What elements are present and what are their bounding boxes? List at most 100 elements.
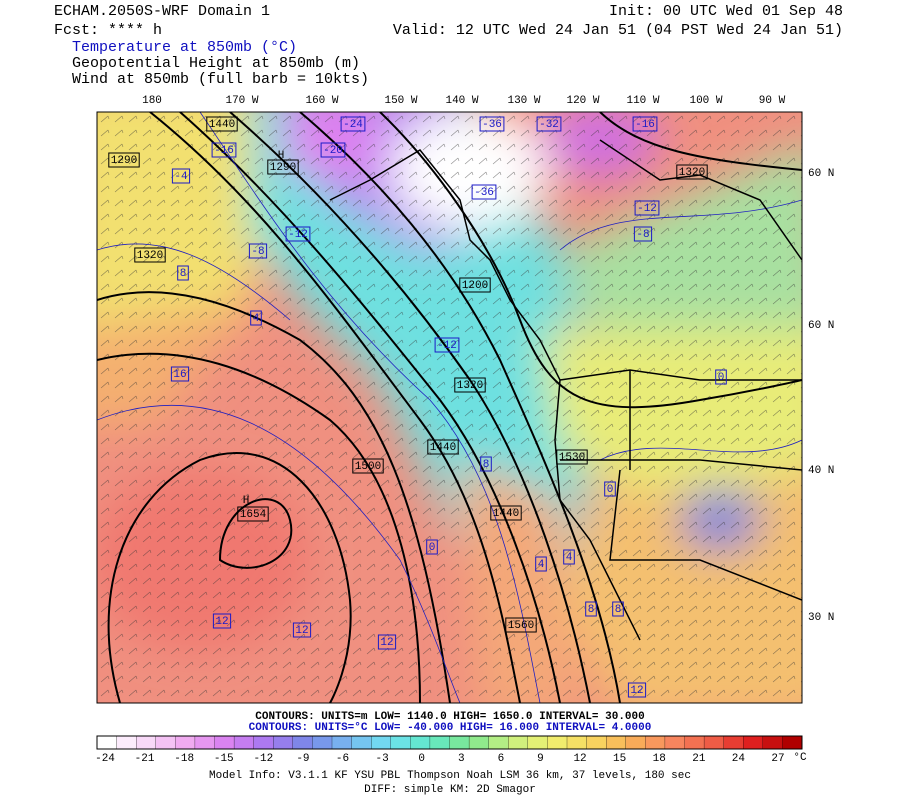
temperature-label: 16	[173, 369, 186, 381]
colorbar-label: 21	[692, 753, 706, 765]
temperature-label: -36	[482, 119, 502, 131]
high-marker: H	[243, 495, 250, 507]
temperature-label: 4	[566, 552, 573, 564]
model-title: ECHAM.2050S-WRF Domain 1	[54, 3, 270, 20]
temperature-label: 4	[538, 559, 545, 571]
temperature-label-box	[535, 556, 547, 572]
height-label-box	[206, 116, 238, 132]
colorbar-label: -6	[336, 753, 349, 765]
colorbar-label: -21	[135, 753, 155, 765]
colorbar-cell	[488, 735, 509, 750]
valid-time: Valid: 12 UTC Wed 24 Jan 51 (04 PST Wed …	[393, 22, 843, 39]
colorbar-cell	[566, 735, 588, 750]
height-label-box	[459, 277, 491, 293]
height-label-box	[134, 247, 166, 263]
temperature-label-box	[377, 634, 397, 650]
temperature-label-box	[479, 116, 505, 132]
height-label: 1500	[355, 461, 381, 473]
colorbar-cell	[312, 735, 333, 750]
colorbar-cell	[743, 735, 764, 750]
field-temperature: Temperature at 850mb (°C)	[72, 39, 297, 56]
colorbar-label: -12	[253, 753, 273, 765]
colorbar-cell	[625, 735, 646, 750]
temperature-label: -12	[637, 203, 657, 215]
temperature-label-box	[212, 613, 232, 629]
temperature-label-box	[211, 142, 237, 158]
colorbar-cell	[527, 735, 548, 750]
colorbar-label: -9	[296, 753, 309, 765]
colorbar-cell	[233, 735, 255, 750]
latitude-label: 60 N	[808, 320, 834, 332]
height-label: 1654	[240, 509, 267, 521]
colorbar-cell	[136, 735, 157, 750]
temperature-label: 12	[295, 625, 308, 637]
temperature-label: 8	[180, 268, 187, 280]
latitude-label: 30 N	[808, 612, 834, 624]
temperature-label: -36	[474, 187, 494, 199]
colorbar-label: 15	[613, 753, 626, 765]
longitude-label: 140 W	[445, 95, 478, 107]
height-label-box	[427, 439, 459, 455]
height-label-box	[505, 617, 537, 633]
temperature-label-box	[177, 265, 189, 281]
height-label: 1440	[209, 119, 235, 131]
temperature-label-box	[715, 369, 727, 385]
height-label: 1560	[508, 620, 534, 632]
colorbar-cell	[684, 735, 705, 750]
longitude-label: 170 W	[225, 95, 258, 107]
colorbar-label: 0	[418, 753, 425, 765]
temperature-label: -24	[343, 119, 363, 131]
longitude-label: 110 W	[626, 95, 659, 107]
temperature-label-box	[634, 200, 660, 216]
temperature-label-box	[426, 539, 438, 555]
map-frame	[96, 111, 803, 704]
temperature-label-box	[320, 142, 346, 158]
colorbar-cell	[253, 735, 274, 750]
height-label-box	[490, 505, 522, 521]
height-label: 1320	[679, 167, 705, 179]
temperature-contour-info: CONTOURS: UNITS=°C LOW= -40.000 HIGH= 16…	[249, 722, 652, 734]
temperature-label-box	[604, 481, 616, 497]
height-label: 1530	[559, 452, 585, 464]
colorbar-unit: °C	[793, 752, 807, 764]
longitude-label: 180	[142, 95, 162, 107]
temperature-label-box	[612, 601, 624, 617]
diff-info: DIFF: simple KM: 2D Smagor	[364, 784, 536, 796]
temperature-label: -8	[251, 246, 264, 258]
temperature-label-box	[536, 116, 562, 132]
temperature-label-box	[285, 226, 311, 242]
colorbar-label: -3	[376, 753, 389, 765]
longitude-label: 130 W	[507, 95, 540, 107]
temperature-label: -8	[636, 229, 649, 241]
height-label-box	[237, 506, 269, 522]
field-height: Geopotential Height at 850mb (m)	[72, 55, 360, 72]
temperature-label: -16	[214, 145, 234, 157]
colorbar-cell	[468, 735, 490, 750]
colorbar-cell	[273, 735, 294, 750]
longitude-label: 100 W	[689, 95, 722, 107]
temperature-label-box	[248, 243, 268, 259]
colorbar-label: 3	[458, 753, 465, 765]
longitude-label: 160 W	[305, 95, 338, 107]
temperature-label-box	[633, 226, 653, 242]
height-label-box	[556, 449, 588, 465]
temperature-label: -16	[635, 119, 655, 131]
temperature-label: 12	[215, 616, 228, 628]
temperature-label-box	[292, 622, 312, 638]
colorbar-cell	[214, 735, 235, 750]
colorbar-label: -15	[214, 753, 234, 765]
temperature-label-box	[171, 168, 191, 184]
longitude-label: 120 W	[566, 95, 599, 107]
colorbar-cell	[116, 735, 137, 750]
forecast-hour: Fcst: **** h	[54, 22, 162, 39]
colorbar-cell	[331, 735, 353, 750]
colorbar-cell	[606, 735, 627, 750]
colorbar-cell	[351, 735, 372, 750]
colorbar-cell	[371, 735, 392, 750]
temperature-label: 8	[588, 604, 595, 616]
latitude-label: 60 N	[808, 168, 834, 180]
colorbar-cell	[703, 735, 725, 750]
field-wind: Wind at 850mb (full barb = 10kts)	[72, 71, 369, 88]
colorbar-label: -24	[95, 753, 115, 765]
